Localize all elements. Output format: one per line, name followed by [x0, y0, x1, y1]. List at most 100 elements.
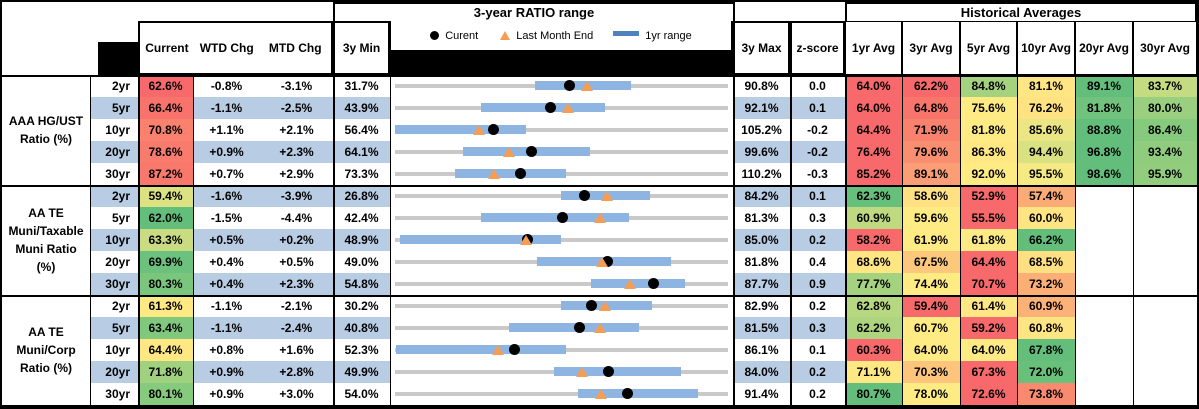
- avg-cell-5yr-avg: 70.7%: [960, 273, 1017, 295]
- zscore-cell: 0.0: [790, 75, 845, 97]
- chart-legend: Curent Last Month End 1yr range: [391, 21, 731, 50]
- avg-cell-3yr-avg: 61.9%: [902, 229, 960, 251]
- avg-cell-5yr-avg: 55.5%: [960, 207, 1017, 229]
- avg-cell-1yr-avg: 64.0%: [845, 97, 902, 119]
- avg-cell-30yr-avg: [1133, 295, 1197, 317]
- avg-cell-3yr-avg: 79.6%: [902, 141, 960, 163]
- avg-cell-20yr-avg: [1075, 383, 1133, 405]
- last-month-end-triangle-marker: [488, 169, 501, 179]
- current-dot-marker: [508, 344, 520, 355]
- current-cell: 71.8%: [138, 361, 193, 383]
- zscore-cell: 0.1: [790, 339, 845, 361]
- max-3y-cell: 105.2%: [733, 119, 790, 141]
- avg-cell-1yr-avg: 64.4%: [845, 119, 902, 141]
- zscore-cell: -0.2: [790, 141, 845, 163]
- avg-cell-3yr-avg: 71.9%: [902, 119, 960, 141]
- min-3y-cell: 54.0%: [333, 383, 390, 405]
- avg-cell-30yr-avg: [1133, 185, 1197, 207]
- avg-cell-30yr-avg: [1133, 251, 1197, 273]
- max-3y-cell: 81.3%: [733, 207, 790, 229]
- avg-cell-20yr-avg: [1075, 251, 1133, 273]
- wtd-chg-cell: +0.4%: [193, 273, 260, 295]
- current-cell: 62.6%: [138, 75, 193, 97]
- tenor-cell: 30yr: [90, 383, 138, 405]
- current-cell: 59.4%: [138, 185, 193, 207]
- max-3y-cell: 86.1%: [733, 339, 790, 361]
- avg-cell-30yr-avg: [1133, 317, 1197, 339]
- current-dot-marker: [621, 388, 633, 399]
- range-chart-cell: [390, 207, 733, 229]
- max-3y-cell: 81.5%: [733, 317, 790, 339]
- avg-cell-10yr-avg: 68.5%: [1017, 251, 1075, 273]
- tenor-cell: 5yr: [90, 97, 138, 119]
- max-3y-cell: 82.9%: [733, 295, 790, 317]
- avg-cell-1yr-avg: 76.4%: [845, 141, 902, 163]
- range-chart-cell: [390, 163, 733, 185]
- one-year-range-bar: [395, 125, 527, 134]
- min-3y-cell: 43.9%: [333, 97, 390, 119]
- min-3y-cell: 54.8%: [333, 273, 390, 295]
- wtd-chg-cell: -1.1%: [193, 317, 260, 339]
- one-year-range-bar: [480, 103, 605, 112]
- current-cell: 63.4%: [138, 317, 193, 339]
- group-label: AA TE Muni/Taxable Muni Ratio (%): [2, 185, 90, 295]
- tenor-cell: 30yr: [90, 163, 138, 185]
- wtd-chg-cell: +0.7%: [193, 163, 260, 185]
- zscore-cell: 0.1: [790, 97, 845, 119]
- max-3y-cell: 84.2%: [733, 185, 790, 207]
- last-month-end-triangle-marker: [575, 367, 588, 377]
- avg-cell-10yr-avg: 81.1%: [1017, 75, 1075, 97]
- column-border-line: [845, 75, 847, 405]
- avg-cell-5yr-avg: 72.6%: [960, 383, 1017, 405]
- max-3y-cell: 92.1%: [733, 97, 790, 119]
- wtd-chg-cell: -1.1%: [193, 97, 260, 119]
- avg-cell-20yr-avg: [1075, 273, 1133, 295]
- mtd-chg-cell: -2.5%: [260, 97, 333, 119]
- current-column-header: Current: [145, 41, 189, 55]
- wtd-chg-cell: +0.4%: [193, 251, 260, 273]
- avg-cell-1yr-avg: 80.7%: [845, 383, 902, 405]
- current-cell: 80.1%: [138, 383, 193, 405]
- avg-cell-30yr-avg: 80.0%: [1133, 97, 1197, 119]
- avg-cell-3yr-avg: 64.0%: [902, 339, 960, 361]
- group-border-line: [2, 185, 1197, 187]
- range-chart-cell: [390, 97, 733, 119]
- col-header-3y-min-label: 3y Min: [342, 41, 381, 55]
- avg-cell-20yr-avg: [1075, 207, 1133, 229]
- col-header-zscore-label: z-score: [796, 41, 839, 55]
- avg-cell-1yr-avg: 62.3%: [845, 185, 902, 207]
- last-month-end-triangle-marker: [594, 213, 607, 223]
- col-header-3y-max-label: 3y Max: [741, 41, 782, 55]
- min-3y-cell: 31.7%: [333, 75, 390, 97]
- three-year-range-track: [395, 282, 728, 286]
- range-chart-cell: [390, 229, 733, 251]
- mtd-chg-column-header: MTD Chg: [268, 41, 322, 55]
- historical-averages-title-label: Historical Averages: [960, 5, 1082, 20]
- avg-cell-20yr-avg: 81.8%: [1075, 97, 1133, 119]
- current-cell: 70.8%: [138, 119, 193, 141]
- col-header-avg-20yr-avg: 20yr Avg: [1075, 21, 1133, 75]
- last-month-end-triangle-marker: [593, 323, 606, 333]
- tenor-cell: 5yr: [90, 317, 138, 339]
- group-label: AAA HG/UST Ratio (%): [2, 75, 90, 185]
- avg-cell-30yr-avg: 86.4%: [1133, 119, 1197, 141]
- last-month-end-triangle-marker: [492, 345, 505, 355]
- avg-cell-10yr-avg: 60.9%: [1017, 295, 1075, 317]
- avg-cell-3yr-avg: 60.7%: [902, 317, 960, 339]
- one-year-range-bar: [395, 345, 567, 354]
- range-chart-cell: [390, 75, 733, 97]
- one-year-range-bar: [578, 389, 698, 398]
- column-border-line: [960, 75, 961, 405]
- avg-cell-1yr-avg: 68.6%: [845, 251, 902, 273]
- avg-cell-30yr-avg: [1133, 229, 1197, 251]
- avg-cell-1yr-avg: 77.7%: [845, 273, 902, 295]
- min-3y-cell: 42.4%: [333, 207, 390, 229]
- max-3y-cell: 90.8%: [733, 75, 790, 97]
- col-header-3y-min: 3y Min: [333, 21, 390, 75]
- mtd-chg-cell: +3.0%: [260, 383, 333, 405]
- col-header-3y-max: 3y Max: [733, 21, 790, 75]
- range-chart-cell: [390, 295, 733, 317]
- mtd-chg-cell: -2.1%: [260, 295, 333, 317]
- last-month-end-triangle-marker: [472, 125, 485, 135]
- last-month-end-triangle-icon: [500, 31, 511, 40]
